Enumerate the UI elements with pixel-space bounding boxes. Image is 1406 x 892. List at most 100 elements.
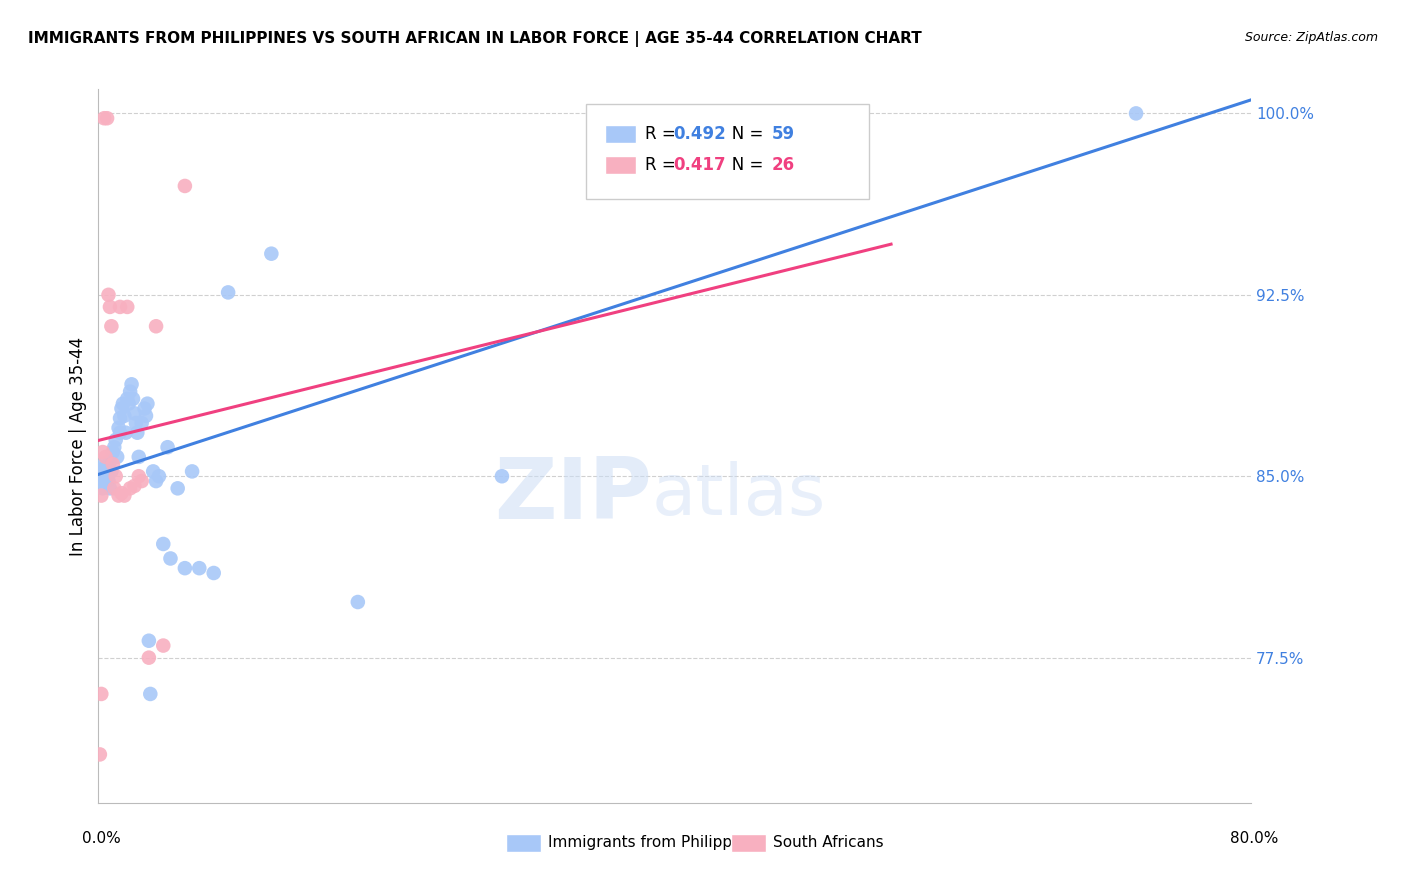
Point: [159, 551, 181, 566]
Point: [110, 401, 132, 416]
Point: [128, 469, 150, 483]
Point: [90, 469, 112, 483]
Point: [156, 440, 179, 454]
Point: [114, 425, 136, 440]
Point: [93, 467, 115, 481]
Point: [98, 455, 121, 469]
Point: [97, 288, 120, 302]
Point: [110, 486, 132, 500]
Point: [139, 687, 162, 701]
Point: [98, 481, 121, 495]
Point: [136, 397, 159, 411]
Point: [121, 377, 143, 392]
Text: 26: 26: [772, 156, 794, 174]
Point: [166, 481, 188, 495]
Point: [134, 401, 156, 416]
Point: [108, 425, 131, 440]
Point: [138, 650, 160, 665]
Text: IMMIGRANTS FROM PHILIPPINES VS SOUTH AFRICAN IN LABOR FORCE | AGE 35-44 CORRELAT: IMMIGRANTS FROM PHILIPPINES VS SOUTH AFR…: [28, 31, 922, 47]
Point: [100, 464, 122, 478]
Point: [96, 459, 118, 474]
Point: [94, 464, 117, 478]
Point: [135, 409, 157, 423]
Point: [89, 464, 111, 478]
Point: [202, 566, 225, 580]
Point: [491, 469, 513, 483]
Point: [108, 300, 131, 314]
Point: [91, 462, 114, 476]
Point: [131, 416, 153, 430]
Point: [117, 300, 139, 314]
Point: [96, 112, 118, 126]
Point: [124, 406, 146, 420]
Text: N =: N =: [716, 125, 768, 143]
Point: [120, 384, 142, 399]
Point: [93, 457, 115, 471]
Point: [98, 300, 121, 314]
Text: 80.0%: 80.0%: [1230, 831, 1278, 846]
Text: 59: 59: [772, 125, 794, 143]
Point: [346, 595, 368, 609]
Point: [145, 319, 167, 334]
Point: [93, 112, 115, 126]
Point: [94, 474, 117, 488]
Point: [104, 433, 127, 447]
Y-axis label: In Labor Force | Age 35-44: In Labor Force | Age 35-44: [69, 336, 87, 556]
Text: Immigrants from Philippines: Immigrants from Philippines: [548, 836, 763, 850]
Point: [174, 561, 197, 575]
Point: [120, 481, 142, 495]
Point: [152, 537, 174, 551]
Point: [91, 481, 114, 495]
Point: [103, 440, 125, 454]
Point: [107, 421, 129, 435]
Point: [124, 479, 146, 493]
Point: [260, 246, 283, 260]
Text: 0.417: 0.417: [673, 156, 725, 174]
Text: Source: ZipAtlas.com: Source: ZipAtlas.com: [1244, 31, 1378, 45]
Point: [108, 411, 131, 425]
Point: [107, 489, 129, 503]
Text: N =: N =: [716, 156, 768, 174]
Point: [96, 469, 118, 483]
Point: [104, 469, 127, 483]
Text: atlas: atlas: [652, 461, 827, 531]
Point: [94, 450, 117, 464]
Point: [117, 392, 139, 406]
Point: [127, 425, 149, 440]
Point: [125, 416, 148, 430]
Text: South Africans: South Africans: [773, 836, 884, 850]
Point: [138, 633, 160, 648]
Point: [142, 464, 165, 478]
Text: R =: R =: [645, 156, 682, 174]
Point: [152, 639, 174, 653]
Point: [145, 474, 167, 488]
Point: [112, 409, 135, 423]
Point: [97, 467, 120, 481]
Point: [217, 285, 239, 300]
Point: [89, 747, 111, 762]
Point: [1125, 106, 1147, 120]
Text: 0.0%: 0.0%: [82, 831, 121, 846]
Point: [112, 489, 135, 503]
Point: [174, 178, 197, 193]
Text: ZIP: ZIP: [494, 454, 652, 538]
Text: 0.492: 0.492: [673, 125, 727, 143]
Point: [103, 481, 125, 495]
Point: [188, 561, 211, 575]
Point: [90, 489, 112, 503]
Point: [100, 319, 122, 334]
Point: [779, 116, 801, 130]
Point: [91, 445, 114, 459]
Point: [128, 450, 150, 464]
Point: [122, 392, 145, 406]
Point: [90, 474, 112, 488]
Point: [101, 457, 124, 471]
Point: [101, 445, 124, 459]
Point: [118, 397, 141, 411]
Text: R =: R =: [645, 125, 682, 143]
Point: [90, 687, 112, 701]
Point: [131, 474, 153, 488]
Point: [181, 464, 204, 478]
Point: [111, 397, 134, 411]
Point: [148, 469, 170, 483]
